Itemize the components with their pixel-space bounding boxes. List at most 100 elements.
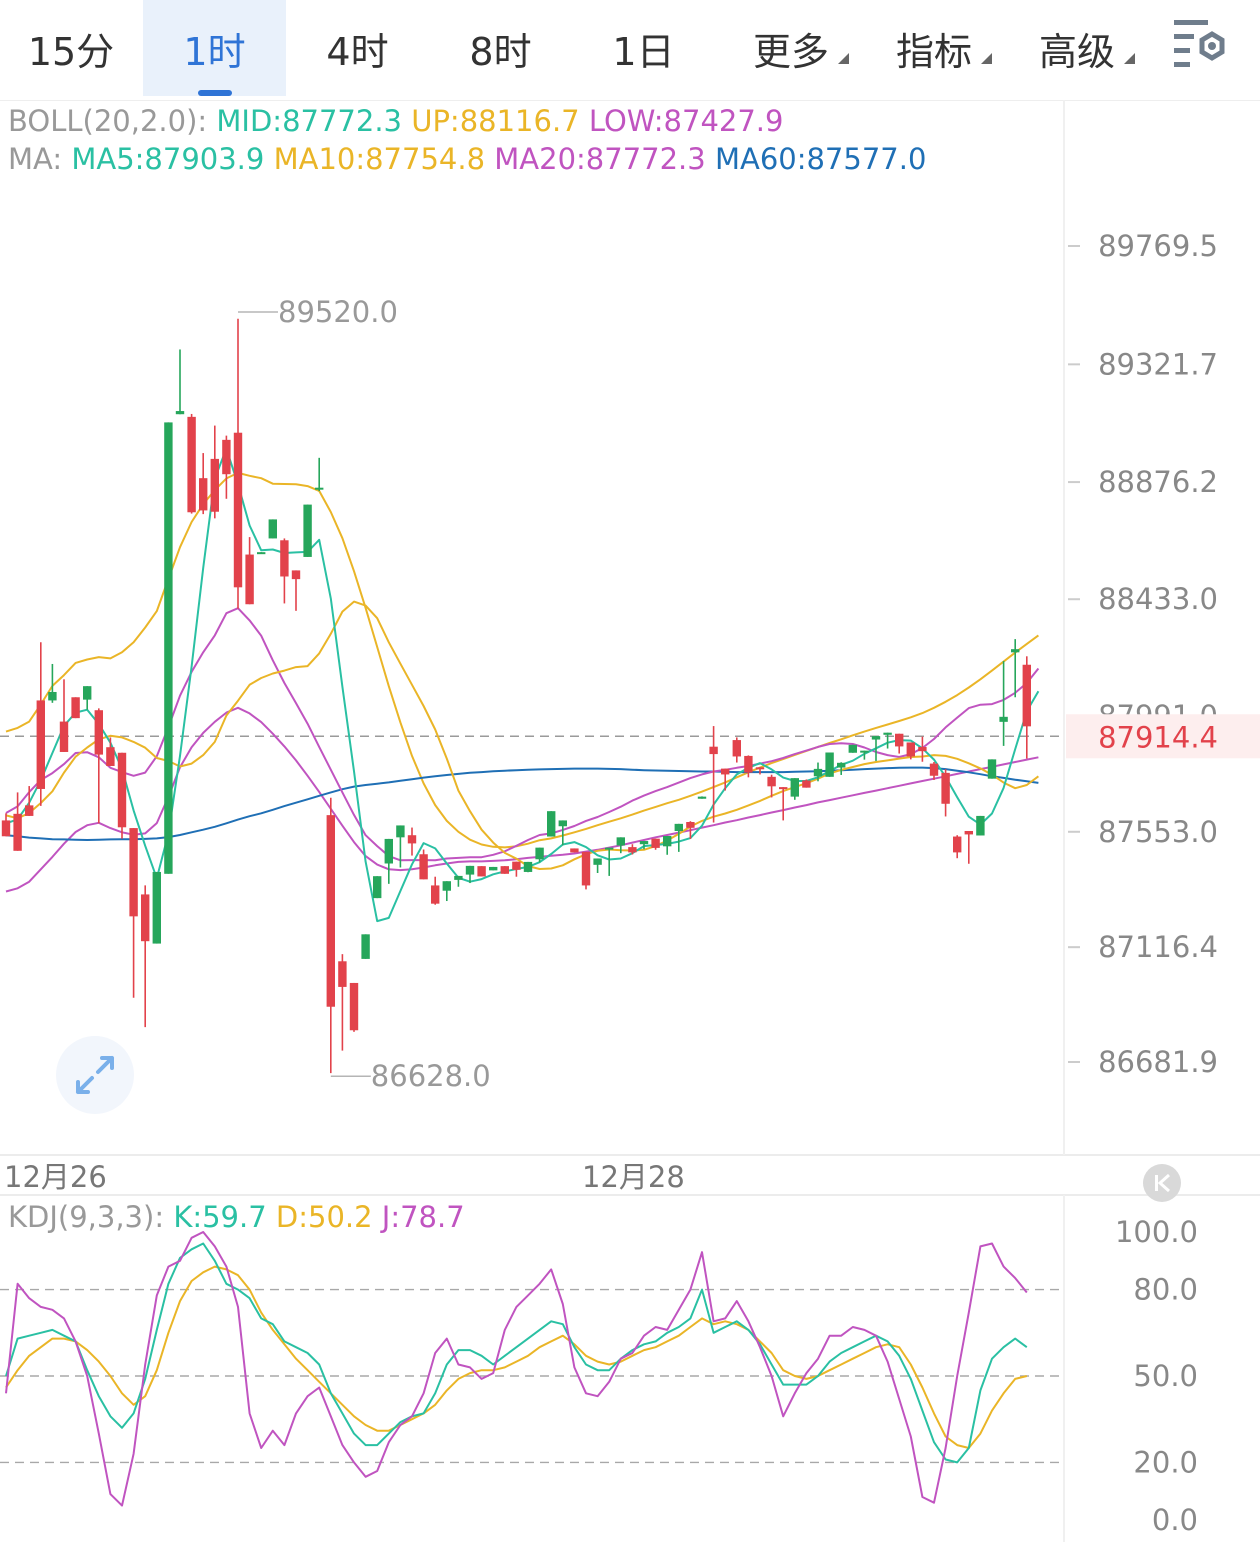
boll-mid: MID:87772.3 <box>216 104 402 138</box>
tab-advanced-dropdown[interactable]: 高级 <box>1021 0 1135 96</box>
candle-body <box>709 746 718 755</box>
candle-body <box>384 838 393 864</box>
tab-8hour[interactable]: 8时 <box>429 0 572 96</box>
candle-body <box>245 554 254 605</box>
candle-body <box>686 822 695 828</box>
candle-body <box>373 876 382 899</box>
candle-body <box>83 686 92 700</box>
candle-body <box>616 837 625 846</box>
candle-body <box>999 716 1008 722</box>
active-tab-indicator <box>197 90 232 96</box>
ma10-line <box>5 600 1040 870</box>
ma60-line <box>5 766 1039 841</box>
ma-name: MA: <box>8 142 63 176</box>
candle-body <box>268 519 277 539</box>
candle-body <box>651 838 660 848</box>
kdj-axis-label: 20.0 <box>1133 1445 1198 1479</box>
candle-body <box>721 768 730 775</box>
expand-icon[interactable] <box>56 1036 134 1114</box>
kdj-k-value: K:59.7 <box>173 1200 267 1234</box>
chart-settings-icon[interactable] <box>1170 14 1234 74</box>
candle-body <box>454 875 463 880</box>
candle-body <box>152 871 161 944</box>
candle-body <box>790 778 799 797</box>
kdj-name: KDJ(9,3,3): <box>8 1200 165 1234</box>
price-axis-label: 86681.9 <box>1098 1045 1218 1079</box>
candle-body <box>477 866 486 877</box>
candle-body <box>558 820 567 827</box>
candle-body <box>779 787 788 790</box>
dropdown-caret-icon <box>838 53 849 64</box>
candle-body <box>175 411 185 415</box>
candle-body <box>767 776 776 787</box>
tab-1hour[interactable]: 1时 <box>143 0 286 96</box>
kdj-axis-label: 0.0 <box>1152 1503 1198 1537</box>
candle-body <box>848 744 857 753</box>
candle-body <box>581 851 591 886</box>
candle-body <box>1022 664 1031 727</box>
candle-body <box>489 866 498 871</box>
candle-body <box>964 830 973 835</box>
candle-body <box>918 746 927 752</box>
candle-body <box>361 934 370 959</box>
candle-body <box>257 552 266 555</box>
price-axis-label: 88876.2 <box>1098 465 1218 499</box>
kdj-axis-label: 80.0 <box>1133 1273 1198 1307</box>
boll-upper-line <box>5 471 1039 849</box>
tab-15min[interactable]: 15分 <box>0 0 142 96</box>
kdj-j-value: J:78.7 <box>381 1200 465 1234</box>
tab-more-dropdown[interactable]: 更多 <box>735 0 849 96</box>
tab-label: 8时 <box>469 29 532 74</box>
tab-1day[interactable]: 1日 <box>572 0 715 96</box>
candle-body <box>674 823 683 831</box>
dropdown-caret-icon <box>1124 53 1135 64</box>
candle-body <box>500 866 509 874</box>
candle-body <box>987 759 997 779</box>
ma20-value: MA20:87772.3 <box>494 142 706 176</box>
max-price-label: 89520.0 <box>278 295 398 329</box>
candle-body <box>663 836 672 847</box>
candle-body <box>419 854 428 880</box>
kdj-k-line <box>5 1242 1028 1464</box>
boll-low: LOW:87427.9 <box>588 104 784 138</box>
tab-4hour[interactable]: 4时 <box>286 0 429 96</box>
candle-body <box>837 762 846 768</box>
rewind-to-start-icon[interactable] <box>1143 1164 1181 1202</box>
price-axis-label: 88433.0 <box>1098 582 1218 616</box>
ma10-value: MA10:87754.8 <box>273 142 486 176</box>
candle-body <box>36 700 45 789</box>
candle-body <box>164 422 173 874</box>
candle-body <box>535 847 544 860</box>
ma60-value: MA60:87577.0 <box>714 142 927 176</box>
candle-body <box>291 570 301 580</box>
candle-body <box>813 768 823 777</box>
tab-indicators-dropdown[interactable]: 指标 <box>878 0 992 96</box>
time-axis-label: 12月26 <box>4 1160 107 1194</box>
candle-body <box>697 796 707 799</box>
candle-body <box>141 894 150 942</box>
kdj-legend: KDJ(9,3,3): K:59.7 D:50.2 J:78.7 <box>8 1200 465 1234</box>
candle-body <box>570 848 579 853</box>
time-axis-label: 12月28 <box>582 1160 685 1194</box>
candle-body <box>523 861 533 872</box>
dropdown-caret-icon <box>981 53 992 64</box>
candle-body <box>59 721 69 752</box>
candle-body <box>906 742 915 757</box>
candle-body <box>639 841 649 845</box>
candle-body <box>13 813 22 851</box>
candle-body <box>106 747 115 766</box>
timeframe-tabbar: 15分 1时 4时 8时 1日 更多 指标 高级 <box>0 0 1260 101</box>
price-axis-label: 87116.4 <box>1098 930 1218 964</box>
candle-body <box>871 736 881 740</box>
candle-body <box>512 861 521 870</box>
boll-up: UP:88116.7 <box>411 104 580 138</box>
ma5-value: MA5:87903.9 <box>71 142 265 176</box>
kdj-j-line <box>5 1231 1028 1507</box>
candle-body <box>222 439 231 475</box>
candle-body <box>1 820 11 837</box>
candle-body <box>744 755 753 773</box>
candle-body <box>71 697 80 719</box>
candle-body <box>860 750 869 753</box>
candle-body <box>187 416 196 513</box>
